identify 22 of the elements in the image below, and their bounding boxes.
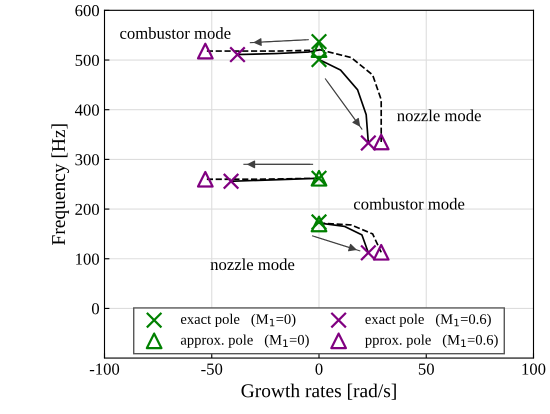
y-tick-label: 200 (75, 204, 100, 216)
y-tick-label: 500 (76, 54, 100, 66)
legend-label: exact pole (M$_{1}$=0.6) (365, 314, 491, 327)
legend-label: exact pole (M$_{1}$=0) (180, 314, 296, 327)
legend-label: approx. pole (M$_{1}$=0) (180, 334, 309, 348)
x-axis-title: Growth rates [rad/s] (242, 384, 396, 400)
x-tick-label: -50 (201, 363, 222, 375)
y-tick-label: 300 (75, 154, 100, 166)
x-tick-label: 100 (522, 363, 546, 375)
y-tick-label: 0 (92, 303, 100, 314)
y-tick-label: 100 (76, 253, 100, 265)
legend-label: pprox. pole (M$_{1}$=0.6) (365, 334, 498, 348)
annotation: combustor mode (120, 27, 230, 39)
x-tick-label: 50 (418, 363, 434, 375)
x-tick-label: -100 (90, 363, 120, 375)
x-tick-label: 0 (315, 363, 323, 375)
annotation: nozzle mode (397, 110, 481, 122)
y-tick-label: 600 (75, 5, 100, 16)
annotation: nozzle mode (210, 258, 294, 270)
annotation: combustor mode (354, 198, 464, 210)
y-axis-title: Frequency [Hz] (51, 124, 70, 245)
y-tick-label: 400 (74, 104, 100, 116)
